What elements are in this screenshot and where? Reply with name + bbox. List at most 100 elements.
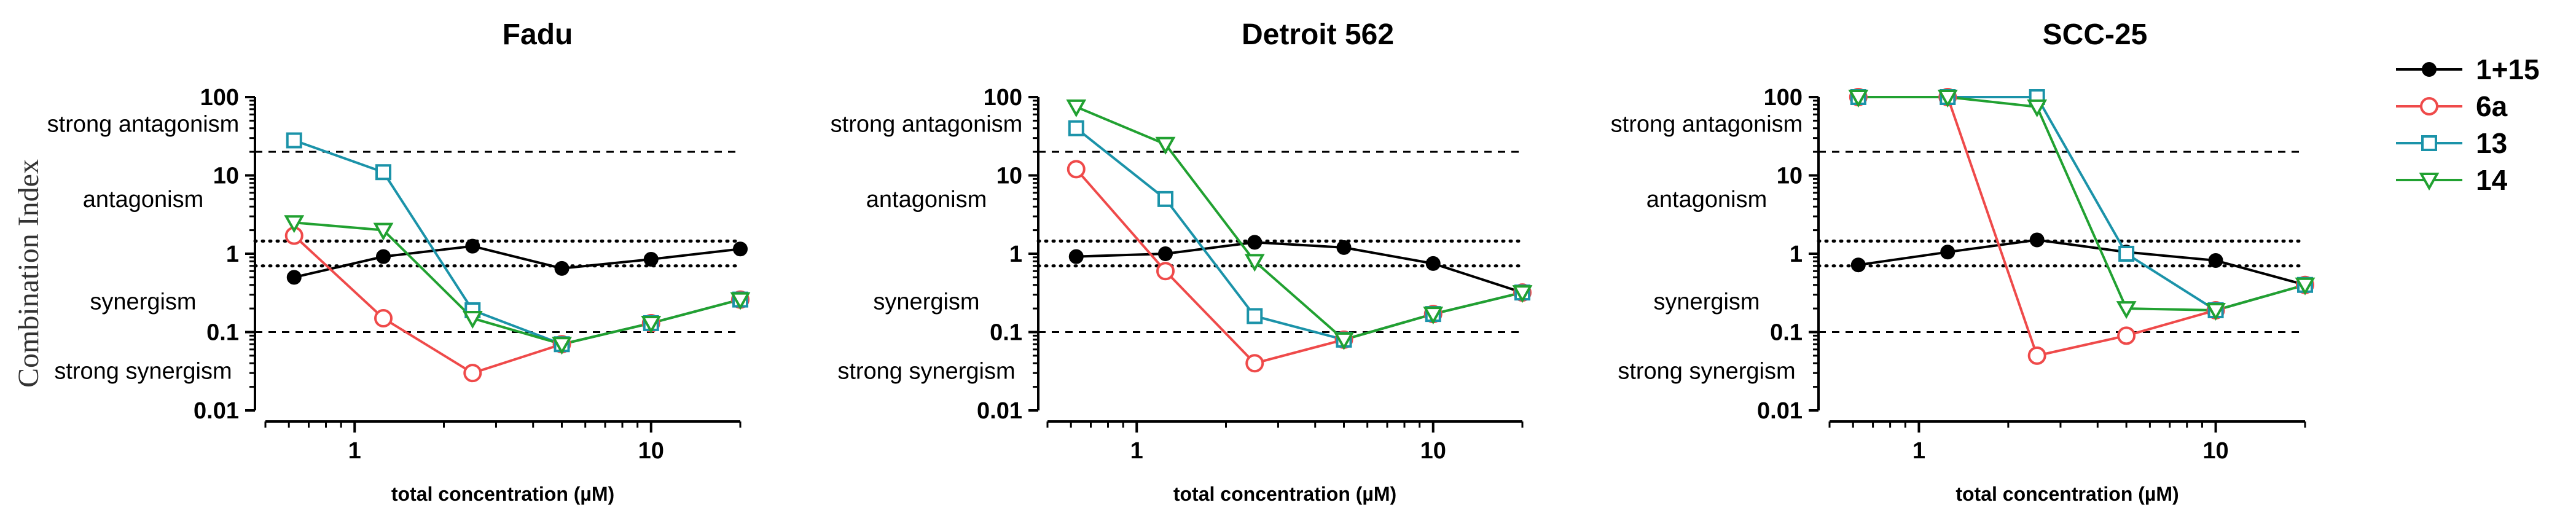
data-point-1+15 — [1940, 245, 1955, 260]
y-tick-label: 0.1 — [990, 320, 1022, 346]
data-point-14 — [1512, 285, 1533, 304]
data-point-14 — [1848, 90, 1869, 108]
data-point-6a — [374, 309, 393, 328]
y-tick-label: 0.01 — [194, 398, 239, 424]
data-point-13 — [1157, 190, 1174, 207]
x-axis-label: total concentration (µM) — [391, 483, 614, 505]
x-axis-label: total concentration (µM) — [1955, 483, 2179, 505]
x-tick-label: 10 — [1420, 438, 1446, 464]
series-line-14 — [1075, 106, 1523, 342]
series-line-1+15 — [1076, 241, 1523, 294]
legend: 1+15 6a 13 14 — [2396, 53, 2540, 196]
legend-label: 1+15 — [2476, 53, 2540, 85]
region-strong-synergism: strong synergism — [1618, 358, 1795, 384]
legend-item-14: 14 — [2396, 164, 2508, 196]
panel-scc-25: SCC-25 0.01 0.1 1 10 100 1 10 total concentratio… — [1611, 18, 2316, 505]
y-tick-label: 10 — [1777, 163, 1803, 189]
data-point-1+15 — [554, 260, 570, 276]
series-line-13 — [294, 139, 741, 346]
data-point-1+15 — [733, 241, 748, 257]
y-tick-label: 100 — [984, 85, 1022, 111]
series-line-1+15 — [1858, 238, 2306, 286]
data-point-14 — [1066, 99, 1087, 117]
series-line-6a — [1858, 96, 2306, 358]
series-line-14 — [294, 221, 741, 346]
region-strong-antagonism: strong antagonism — [47, 112, 240, 138]
data-point-13 — [375, 164, 392, 181]
x-tick-label: 10 — [2202, 438, 2228, 464]
x-tick-label: 1 — [1130, 438, 1143, 464]
legend-marker — [2419, 173, 2440, 191]
data-point-6a — [1067, 160, 1086, 179]
x-tick-label: 1 — [1912, 438, 1925, 464]
legend-label: 6a — [2476, 90, 2508, 122]
y-tick-label: 0.1 — [206, 320, 239, 346]
data-point-14 — [1423, 307, 1444, 325]
region-antagonism: antagonism — [866, 187, 987, 213]
series-line-14 — [1858, 96, 2306, 311]
chart-title: Fadu — [503, 18, 573, 51]
data-point-14 — [1334, 332, 1354, 350]
data-point-1+15 — [1068, 249, 1084, 264]
data-point-1+15 — [1158, 246, 1173, 261]
data-point-1+15 — [643, 251, 659, 267]
region-strong-antagonism: strong antagonism — [1611, 112, 1803, 138]
data-point-13 — [2118, 246, 2135, 262]
data-point-6a — [1245, 354, 1264, 373]
region-antagonism: antagonism — [1646, 187, 1767, 213]
legend-item-13: 13 — [2396, 127, 2507, 159]
data-point-1+15 — [1336, 240, 1352, 255]
data-point-6a — [463, 364, 482, 383]
data-point-6a — [2027, 346, 2046, 365]
region-synergism: synergism — [873, 289, 979, 315]
legend-marker — [2422, 62, 2437, 77]
data-point-1+15 — [2029, 232, 2045, 248]
series-line-1+15 — [294, 245, 741, 279]
y-tick-label: 1 — [1009, 241, 1022, 267]
series-line-13 — [1858, 96, 2306, 312]
legend-marker — [2421, 135, 2437, 151]
data-point-1+15 — [376, 249, 391, 264]
data-point-13 — [1247, 308, 1263, 324]
y-tick-label: 1 — [1790, 241, 1803, 267]
data-point-14 — [373, 222, 394, 241]
data-point-14 — [2116, 301, 2137, 319]
data-point-14 — [2027, 99, 2048, 117]
legend-label: 14 — [2476, 164, 2508, 196]
data-point-1+15 — [1247, 235, 1263, 250]
y-tick-label: 10 — [213, 163, 239, 189]
x-tick-label: 10 — [638, 438, 664, 464]
data-point-14 — [552, 337, 572, 355]
legend-item-6a: 6a — [2396, 90, 2508, 122]
data-point-1+15 — [286, 270, 302, 285]
data-point-14 — [2206, 302, 2226, 321]
y-tick-label: 0.01 — [977, 398, 1022, 424]
y-tick-label: 100 — [1764, 85, 1803, 111]
data-point-1+15 — [1425, 256, 1441, 271]
panel-detroit-562: Detroit 562 0.01 0.1 1 10 100 1 10 total concent… — [831, 18, 1533, 505]
region-synergism: synergism — [90, 289, 196, 315]
region-strong-antagonism: strong antagonism — [831, 112, 1023, 138]
data-point-14 — [284, 215, 305, 233]
chart-title: Detroit 562 — [1242, 18, 1394, 51]
data-point-14 — [1155, 136, 1176, 155]
panel-fadu: Fadu 0.01 0.1 1 10 100 1 10 total concentration … — [47, 18, 751, 505]
legend-marker — [2420, 97, 2438, 116]
y-tick-label: 0.01 — [1757, 398, 1803, 424]
data-point-13 — [1068, 120, 1084, 136]
legend-item-1+15: 1+15 — [2396, 53, 2540, 85]
data-point-6a — [1156, 262, 1175, 281]
legend-label: 13 — [2476, 127, 2507, 159]
region-strong-synergism: strong synergism — [837, 358, 1015, 384]
data-point-6a — [2117, 326, 2136, 345]
data-point-14 — [730, 292, 751, 310]
data-point-14 — [1244, 254, 1265, 272]
x-axis-label: total concentration (µM) — [1173, 483, 1396, 505]
data-point-14 — [641, 315, 662, 334]
region-strong-synergism: strong synergism — [54, 358, 232, 384]
data-point-14 — [462, 311, 483, 329]
chart-title: SCC-25 — [2043, 18, 2148, 51]
region-antagonism: antagonism — [83, 187, 203, 213]
data-point-14 — [2295, 277, 2316, 296]
